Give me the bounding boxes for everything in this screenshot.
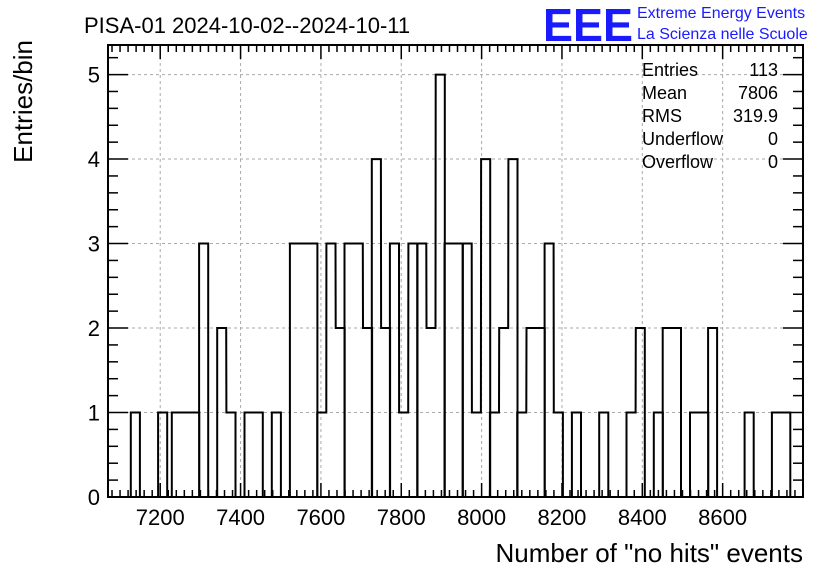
y-tick-label-5: 5	[88, 63, 100, 88]
histogram-bin-47	[672, 328, 681, 497]
stats-value-2: 319.9	[733, 106, 778, 126]
x-tick-label-7: 8600	[698, 505, 747, 530]
stats-label-0: Entries	[642, 60, 698, 80]
histogram-bin-48	[690, 413, 699, 497]
histogram-bin-22	[390, 244, 399, 497]
logo-line1: Extreme Energy Events	[637, 5, 805, 22]
histogram-bin-24	[408, 244, 417, 497]
histogram-bin-5	[199, 244, 208, 497]
histogram-bin-35	[508, 159, 517, 497]
x-tick-label-1: 7400	[216, 505, 265, 530]
x-tick-label-4: 8000	[457, 505, 506, 530]
histogram-bin-29	[454, 244, 463, 497]
x-tick-label-2: 7600	[296, 505, 345, 530]
histogram-bin-25	[417, 244, 426, 497]
histogram-bin-15	[326, 244, 335, 497]
histogram-bin-20	[372, 159, 381, 497]
x-tick-label-6: 8400	[618, 505, 667, 530]
histogram-bin-39	[545, 244, 554, 497]
histogram-bin-26	[426, 328, 435, 497]
histogram-bars	[129, 73, 792, 497]
y-tick-label-4: 4	[88, 147, 100, 172]
histogram-bin-45	[654, 413, 663, 497]
histogram-bin-17	[345, 244, 354, 497]
histogram-bin-53	[781, 413, 790, 497]
histogram-bin-2	[172, 413, 181, 497]
y-tick-label-3: 3	[88, 232, 100, 257]
histogram-bin-37	[526, 328, 535, 497]
y-tick-label-2: 2	[88, 316, 100, 341]
histogram-outline	[129, 73, 792, 497]
histogram-bin-8	[244, 413, 253, 497]
histogram-bin-49	[699, 413, 708, 497]
histogram-bin-43	[627, 413, 636, 497]
histogram-bin-38	[536, 328, 545, 497]
histogram-bin-30	[463, 244, 472, 497]
stats-label-1: Mean	[642, 83, 687, 103]
histogram-bin-6	[217, 328, 226, 497]
histogram-bin-0	[131, 413, 140, 497]
stats-label-3: Underflow	[642, 129, 724, 149]
histogram-bin-31	[472, 413, 481, 497]
histogram-bin-28	[445, 244, 454, 497]
histogram-bin-51	[745, 413, 754, 497]
histogram-bin-33	[490, 413, 499, 497]
histogram-bin-9	[254, 413, 263, 497]
histogram-bin-3	[181, 413, 190, 497]
logo-line2: La Scienza nelle Scuole	[637, 26, 808, 43]
histogram-bin-41	[572, 413, 581, 497]
histogram-bin-52	[772, 413, 781, 497]
stats-value-3: 0	[768, 129, 778, 149]
histogram-bin-7	[226, 413, 235, 497]
eee-logo: EEE Extreme Energy Events La Scienza nel…	[543, 0, 808, 51]
histogram-bin-42	[599, 413, 608, 497]
histogram-bin-16	[336, 328, 345, 497]
histogram-bin-10	[272, 413, 281, 497]
stats-label-4: Overflow	[642, 152, 714, 172]
plot-frame	[107, 44, 804, 498]
histogram-bin-1	[158, 413, 167, 497]
histogram-bin-50	[708, 328, 717, 497]
x-axis-title: Number of "no hits" events	[496, 538, 804, 568]
axis-ticks	[108, 45, 804, 498]
histogram-bin-18	[354, 244, 363, 497]
y-tick-label-0: 0	[88, 485, 100, 510]
logo-letters: EEE	[543, 0, 633, 51]
histogram-bin-32	[481, 159, 490, 497]
x-tick-label-0: 7200	[136, 505, 185, 530]
histogram-bin-36	[517, 413, 526, 497]
stats-box: Entries 113 Mean 7806 RMS 319.9 Underflow 0 Over…	[642, 60, 778, 172]
histogram-bin-34	[499, 328, 508, 497]
histogram-bin-4	[190, 413, 199, 497]
histogram-bin-12	[299, 244, 308, 497]
histogram-bin-13	[308, 244, 317, 497]
chart-title: PISA-01 2024-10-02--2024-10-11	[84, 13, 410, 38]
histogram-bin-19	[363, 328, 372, 497]
histogram-bin-44	[636, 328, 645, 497]
histogram-bin-27	[436, 75, 445, 497]
stats-value-0: 113	[749, 60, 778, 80]
histogram-bin-46	[663, 328, 672, 497]
histogram-bin-21	[381, 328, 390, 497]
x-tick-label-3: 7800	[377, 505, 426, 530]
histogram-bin-23	[399, 413, 408, 497]
y-tick-labels: 0 1 2 3 4 5	[88, 63, 100, 510]
x-tick-labels: 7200 7400 7600 7800 8000 8200 8400 8600	[136, 505, 747, 530]
histogram-bin-14	[317, 413, 326, 497]
histogram-bin-11	[290, 244, 299, 497]
stats-value-1: 7806	[738, 83, 778, 103]
stats-value-4: 0	[768, 152, 778, 172]
x-tick-label-5: 8200	[537, 505, 586, 530]
y-tick-label-1: 1	[88, 401, 100, 426]
y-axis-title: Entries/bin	[8, 40, 38, 163]
stats-label-2: RMS	[642, 106, 682, 126]
